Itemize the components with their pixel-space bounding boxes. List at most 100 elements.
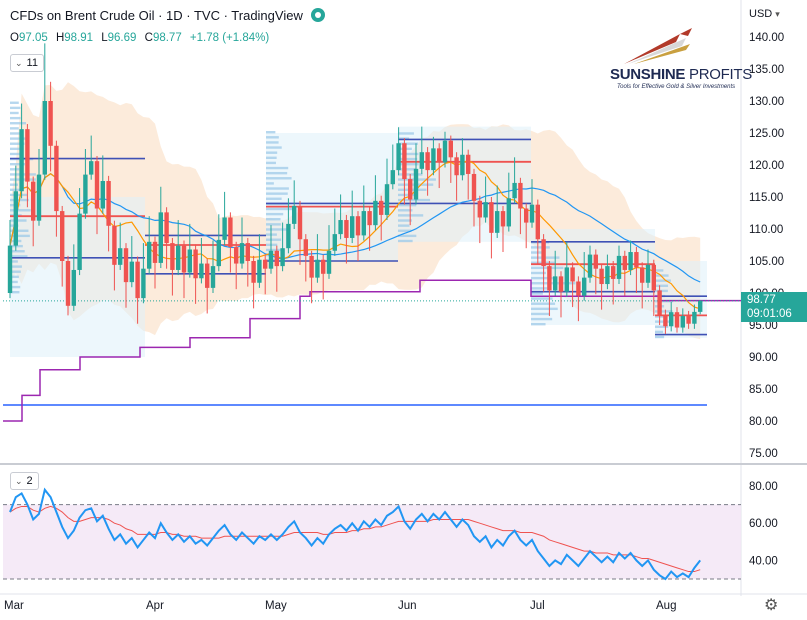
candle-body [587,254,593,278]
candle [292,180,297,229]
candle [274,245,279,292]
candle [419,126,424,174]
candle-body [413,168,419,200]
candle [83,149,88,219]
candle [286,198,291,254]
candle [94,156,100,235]
candle-body [611,266,616,279]
candle-body [698,300,703,312]
volume-profile-bar [266,151,278,154]
logo-name: SUNSHINE PROFITS [610,66,752,83]
volume-profile-bar [10,265,22,268]
last-price-tag: 98.77 09:01:06 [741,292,807,322]
candle-body [570,267,575,282]
volume-profile-bar [398,193,418,197]
candle-body [680,316,685,328]
rsi-band-fill [3,504,741,579]
logo-tagline: Tools for Effective Gold & Silver Invest… [617,84,736,90]
volume-profile-bar [266,212,284,216]
price-tick-label: 140.00 [749,32,784,44]
candle [379,195,384,241]
candle-body [257,259,262,283]
candle-body [616,255,622,279]
rsi-pane: 40.00 60.00 80.00 [3,481,778,581]
candle-body [332,234,337,251]
candle [13,165,18,251]
candle-body [100,181,105,209]
indicator-toggle-button[interactable]: ⌄ 11 [10,54,44,72]
candle [402,138,407,205]
volume-profile-bar [10,275,19,279]
candle-body [512,182,517,199]
volume-profile-bar [531,271,546,275]
candle-body [547,266,552,291]
candle [7,220,13,299]
candle [471,168,477,227]
candle-body [309,255,314,278]
currency-selector[interactable]: USD ▾ [749,8,780,20]
ohlc-close: 98.77 [152,32,182,44]
ohlc-legend: O97.05 H98.91 L96.69 C98.77 +1.78 (+1.84… [10,32,274,44]
candle [187,223,192,278]
candle [118,222,123,270]
candle-body [205,263,210,288]
volume-profile-bar [398,203,417,207]
candle-body [216,239,221,267]
candle-body [355,216,361,236]
candle-body [164,212,169,244]
candle-body [390,170,395,185]
volume-profile-bar [10,193,28,197]
candle-body [367,211,372,226]
candle [489,197,494,259]
volume-profile-bar [266,228,289,231]
candle-body [344,220,349,238]
candle [593,249,598,295]
chevron-down-icon: ▾ [775,9,780,19]
candle [651,259,656,317]
price-tick-label: 85.00 [749,384,778,396]
candle-body [152,241,158,263]
volume-profile-bar [398,229,412,232]
time-tick-label: Apr [146,600,164,612]
volume-profile-bar [10,219,27,222]
candle-body [251,261,256,283]
candle [558,271,564,318]
volume-profile-bar [398,157,418,161]
volume-profile-bar [266,187,289,190]
candle-body [535,204,540,240]
candle [268,225,274,274]
volume-profile-bar [266,207,294,211]
volume-profile-bar [266,248,282,252]
candle-body [118,248,123,265]
candle [634,246,639,293]
candle-body [25,129,30,182]
candle [587,245,593,283]
sunshine-profits-logo-icon [624,28,692,64]
candle-body [384,184,390,215]
rsi-pane-count: 2 [26,475,33,487]
candle [616,245,622,285]
volume-profile-bar [266,131,276,134]
rsi-toggle-button[interactable]: ⌄ 2 [10,472,39,490]
candle-body [350,216,355,238]
price-tick-label: 105.00 [749,256,784,268]
volume-profile-bar [655,284,669,287]
candle-body [640,267,645,283]
candle-body [657,290,662,315]
candle-body [524,208,529,223]
candle [245,237,250,287]
candle-body [576,281,581,296]
candle-body [94,161,100,209]
candle-body [408,179,413,200]
candle-body [669,312,674,327]
candle [106,175,111,252]
gear-icon[interactable]: ⚙ [764,597,779,614]
candle [570,262,575,308]
candle [77,188,82,276]
volume-profile-bar [531,266,564,270]
candle-body [245,243,250,261]
candle [164,207,169,269]
candle [234,241,239,290]
candle [674,307,680,333]
volume-profile-bar [266,223,281,226]
